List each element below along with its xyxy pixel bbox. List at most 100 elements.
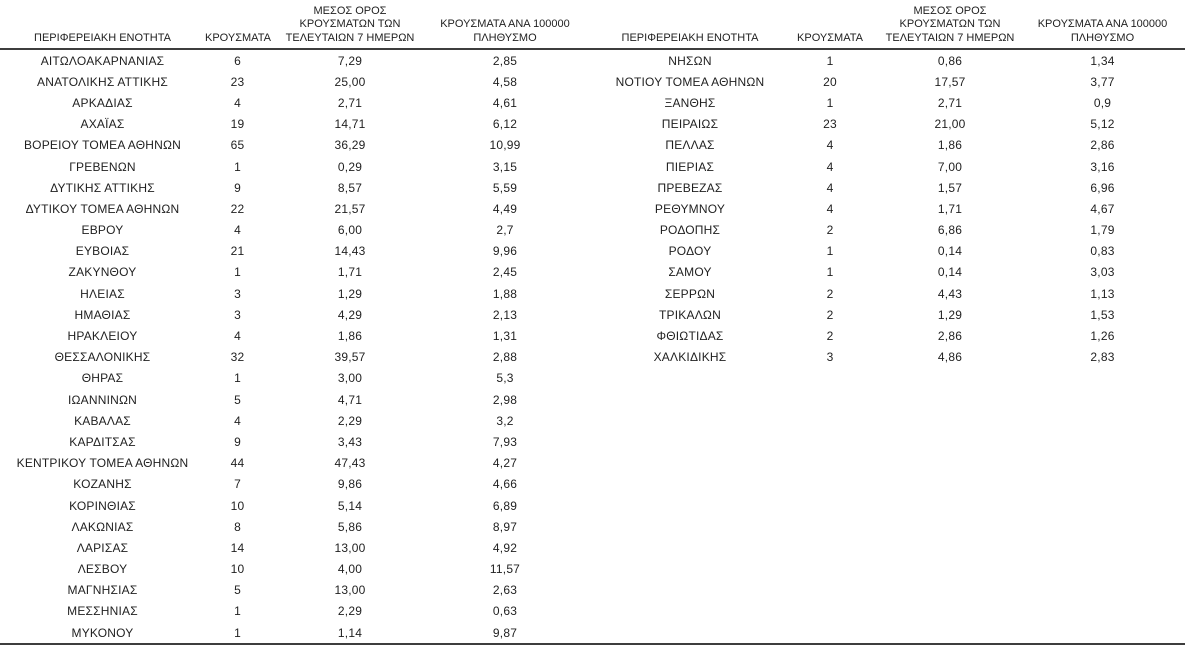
cell-per100k: 5,12 bbox=[1090, 117, 1115, 132]
cell-avg7: 13,00 bbox=[334, 540, 366, 555]
cell-region: ΒΟΡΕΙΟΥ ΤΟΜΕΑ ΑΘΗΝΩΝ bbox=[23, 138, 182, 153]
cell-per100k: 1,53 bbox=[1090, 307, 1115, 322]
cell-cases: 4 bbox=[234, 223, 241, 238]
cell-region: ΕΒΡΟΥ bbox=[81, 223, 124, 238]
cell-avg7: 1,57 bbox=[937, 180, 963, 195]
cell-per100k: 6,89 bbox=[492, 498, 518, 513]
cell-avg7: 0,14 bbox=[937, 265, 963, 280]
cell-region: ΠΡΕΒΕΖΑΣ bbox=[657, 180, 723, 195]
cell-cases: 1 bbox=[234, 625, 241, 640]
cell-region: ΑΝΑΤΟΛΙΚΗΣ ΑΤΤΙΚΗΣ bbox=[37, 74, 168, 89]
cell-avg7: 2,29 bbox=[337, 413, 363, 428]
header-avg7days: ΜΕΣΟΣ ΟΡΟΣ ΚΡΟΥΣΜΑΤΩΝ ΤΩΝ ΤΕΛΕΥΤΑΙΩΝ 7 Η… bbox=[885, 4, 1015, 44]
cell-per100k: 4,58 bbox=[492, 74, 518, 89]
table-body-left: ΑΙΤΩΛΟΑΚΑΡΝΑΝΙΑΣ 6 7,29 2,85 ΑΝΑΤΟΛΙΚΗΣ ΑΤΤΙ… bbox=[0, 48, 580, 643]
cell-per100k: 7,93 bbox=[492, 434, 518, 449]
table-header-row: ΠΕΡΙΦΕΡΕΙΑΚΗ ΕΝΟΤΗΤΑ ΚΡΟΥΣΜΑΤΑ ΜΕΣΟΣ ΟΡΟ… bbox=[0, 0, 580, 48]
cell-cases: 4 bbox=[234, 413, 241, 428]
cell-cases: 32 bbox=[230, 350, 245, 365]
cell-avg7: 1,71 bbox=[337, 265, 363, 280]
cell-region: ΑΙΤΩΛΟΑΚΑΡΝΑΝΙΑΣ bbox=[40, 53, 165, 68]
table-row: ΔΥΤΙΚΟΥ ΤΟΜΕΑ ΑΘΗΝΩΝ 22 21,57 4,49 bbox=[0, 198, 580, 219]
cell-per100k: 5,3 bbox=[496, 371, 514, 386]
cell-cases: 5 bbox=[234, 392, 241, 407]
cell-region: ΠΙΕΡΙΑΣ bbox=[665, 159, 715, 174]
cell-region: ΣΕΡΡΩΝ bbox=[664, 286, 716, 301]
cell-region: ΤΡΙΚΑΛΩΝ bbox=[659, 307, 721, 322]
table-row: ΡΟΔΟΠΗΣ 2 6,86 1,79 bbox=[600, 220, 1185, 241]
table-row: ΛΑΚΩΝΙΑΣ 8 5,86 8,97 bbox=[0, 516, 580, 537]
cell-cases: 21 bbox=[230, 244, 245, 259]
header-region: ΠΕΡΙΦΕΡΕΙΑΚΗ ΕΝΟΤΗΤΑ bbox=[34, 31, 171, 44]
cell-avg7: 4,71 bbox=[337, 392, 363, 407]
cell-avg7: 4,00 bbox=[337, 562, 363, 577]
cell-region: ΝΗΣΩΝ bbox=[668, 53, 712, 68]
table-row: ΧΑΛΚΙΔΙΚΗΣ 3 4,86 2,83 bbox=[600, 347, 1185, 368]
cell-per100k: 3,16 bbox=[1090, 159, 1115, 174]
cell-per100k: 1,88 bbox=[492, 286, 518, 301]
table-row: ΜΑΓΝΗΣΙΑΣ 5 13,00 2,63 bbox=[0, 580, 580, 601]
cell-region: ΑΧΑΪΑΣ bbox=[80, 117, 125, 132]
cell-avg7: 0,29 bbox=[337, 159, 363, 174]
cell-per100k: 2,7 bbox=[496, 223, 514, 238]
table-row: ΑΧΑΪΑΣ 19 14,71 6,12 bbox=[0, 114, 580, 135]
cell-avg7: 25,00 bbox=[334, 74, 366, 89]
cell-avg7: 1,71 bbox=[937, 201, 963, 216]
cell-cases: 4 bbox=[234, 329, 241, 344]
tables-container: ΠΕΡΙΦΕΡΕΙΑΚΗ ΕΝΟΤΗΤΑ ΚΡΟΥΣΜΑΤΑ ΜΕΣΟΣ ΟΡΟ… bbox=[0, 0, 1185, 643]
cell-region: ΜΑΓΝΗΣΙΑΣ bbox=[67, 583, 138, 598]
cell-avg7: 2,86 bbox=[937, 329, 963, 344]
cell-per100k: 6,12 bbox=[492, 117, 518, 132]
cell-cases: 14 bbox=[230, 540, 245, 555]
cell-cases: 10 bbox=[230, 562, 245, 577]
cell-cases: 1 bbox=[234, 604, 241, 619]
table-row: ΞΑΝΘΗΣ 1 2,71 0,9 bbox=[600, 92, 1185, 113]
cell-avg7: 7,29 bbox=[337, 53, 363, 68]
cell-avg7: 9,86 bbox=[337, 477, 363, 492]
cell-avg7: 8,57 bbox=[337, 180, 363, 195]
cell-per100k: 3,77 bbox=[1090, 74, 1115, 89]
cell-cases: 9 bbox=[234, 180, 241, 195]
cell-region: ΗΛΕΙΑΣ bbox=[80, 286, 125, 301]
table-row: ΔΥΤΙΚΗΣ ΑΤΤΙΚΗΣ 9 8,57 5,59 bbox=[0, 177, 580, 198]
table-header-row: ΠΕΡΙΦΕΡΕΙΑΚΗ ΕΝΟΤΗΤΑ ΚΡΟΥΣΜΑΤΑ ΜΕΣΟΣ ΟΡΟ… bbox=[600, 0, 1185, 48]
cell-cases: 1 bbox=[826, 95, 834, 110]
header-divider-line bbox=[0, 48, 1185, 50]
cell-per100k: 4,66 bbox=[492, 477, 518, 492]
cell-per100k: 1,34 bbox=[1090, 53, 1115, 68]
cell-avg7: 2,29 bbox=[337, 604, 363, 619]
table-row: ΖΑΚΥΝΘΟΥ 1 1,71 2,45 bbox=[0, 262, 580, 283]
cell-cases: 8 bbox=[234, 519, 241, 534]
cell-region: ΖΑΚΥΝΘΟΥ bbox=[68, 265, 137, 280]
cell-avg7: 14,71 bbox=[334, 117, 366, 132]
cell-per100k: 9,96 bbox=[492, 244, 518, 259]
cell-cases: 23 bbox=[230, 74, 245, 89]
header-cases: ΚΡΟΥΣΜΑΤΑ bbox=[205, 31, 271, 44]
cell-region: ΚΟΖΑΝΗΣ bbox=[73, 477, 132, 492]
cell-per100k: 2,45 bbox=[492, 265, 518, 280]
cell-region: ΜΕΣΣΗΝΙΑΣ bbox=[67, 604, 138, 619]
cell-avg7: 39,57 bbox=[334, 350, 366, 365]
cell-avg7: 1,14 bbox=[337, 625, 363, 640]
cell-per100k: 1,79 bbox=[1090, 223, 1115, 238]
cell-avg7: 13,00 bbox=[334, 583, 366, 598]
cell-per100k: 2,88 bbox=[492, 350, 518, 365]
cell-region: ΛΕΣΒΟΥ bbox=[77, 562, 128, 577]
cell-per100k: 6,96 bbox=[1090, 180, 1115, 195]
cell-cases: 1 bbox=[826, 244, 834, 259]
cell-region: ΡΕΘΥΜΝΟΥ bbox=[654, 201, 726, 216]
cell-per100k: 2,63 bbox=[492, 583, 518, 598]
table-row: ΤΡΙΚΑΛΩΝ 2 1,29 1,53 bbox=[600, 304, 1185, 325]
cell-avg7: 21,00 bbox=[934, 117, 966, 132]
cell-per100k: 1,26 bbox=[1090, 329, 1115, 344]
table-row: ΑΡΚΑΔΙΑΣ 4 2,71 4,61 bbox=[0, 92, 580, 113]
cell-per100k: 4,67 bbox=[1090, 201, 1115, 216]
cell-per100k: 2,85 bbox=[492, 53, 518, 68]
cell-avg7: 4,86 bbox=[937, 350, 963, 365]
cell-cases: 2 bbox=[826, 223, 834, 238]
cell-cases: 4 bbox=[826, 180, 834, 195]
header-avg7days: ΜΕΣΟΣ ΟΡΟΣ ΚΡΟΥΣΜΑΤΩΝ ΤΩΝ ΤΕΛΕΥΤΑΙΩΝ 7 Η… bbox=[285, 4, 415, 44]
cell-cases: 1 bbox=[234, 159, 241, 174]
cell-per100k: 4,27 bbox=[492, 456, 518, 471]
cell-avg7: 1,86 bbox=[337, 329, 363, 344]
